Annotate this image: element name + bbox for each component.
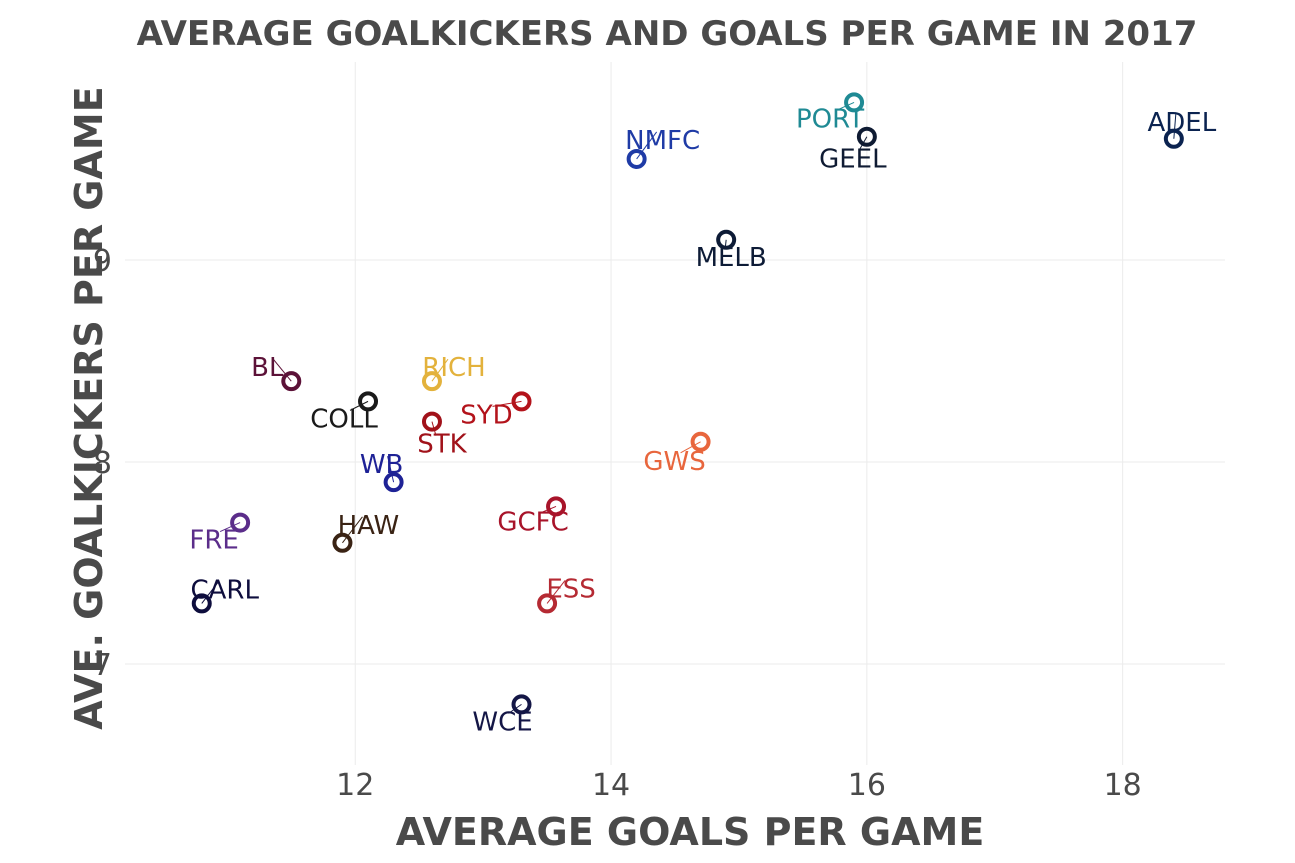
label-connector	[492, 400, 522, 407]
data-point	[421, 411, 442, 432]
point-label: PORT	[796, 104, 864, 134]
y-tick-label: 7	[93, 648, 112, 683]
data-point	[537, 593, 558, 614]
x-tick-label: 16	[848, 768, 886, 803]
point-label: GCFC	[497, 507, 568, 537]
x-tick-label: 12	[336, 768, 374, 803]
point-label: WB	[360, 450, 404, 480]
data-point	[511, 694, 532, 715]
point-label: GWS	[643, 447, 705, 477]
point-label: ADEL	[1147, 108, 1216, 138]
label-connector	[342, 516, 363, 544]
point-label: HAW	[338, 511, 400, 541]
data-point	[332, 532, 353, 553]
label-connector	[431, 358, 449, 382]
data-point	[511, 391, 532, 412]
data-point	[358, 391, 379, 412]
data-point	[844, 92, 865, 113]
grid-lines	[125, 62, 1225, 765]
point-label: STK	[417, 430, 467, 460]
data-points	[191, 92, 1184, 715]
label-connector	[636, 131, 658, 160]
label-connector	[201, 581, 220, 604]
point-label: COLL	[310, 404, 378, 434]
label-connector	[349, 400, 369, 411]
chart-title: AVERAGE GOALKICKERS AND GOALS PER GAME I…	[137, 14, 1198, 54]
point-label: NMFC	[625, 126, 700, 156]
label-connector	[431, 421, 437, 436]
data-point	[716, 229, 737, 250]
label-connector	[724, 239, 727, 249]
label-connector	[272, 358, 292, 382]
data-point	[546, 496, 567, 517]
label-connector	[546, 580, 566, 604]
label-connector	[1173, 113, 1177, 139]
label-connector	[219, 522, 241, 533]
point-label: CARL	[190, 575, 259, 605]
label-connector	[387, 456, 395, 483]
axis-ticks: 12 14 16 18 7 8 9	[93, 244, 1142, 803]
point-label: MELB	[696, 243, 767, 273]
y-tick-label: 8	[93, 446, 112, 481]
y-tick-label: 9	[93, 244, 112, 279]
data-point	[856, 126, 877, 147]
label-connector	[538, 505, 557, 514]
point-label: GEEL	[819, 145, 887, 175]
data-point	[281, 371, 302, 392]
data-point	[626, 148, 647, 169]
label-connector	[858, 136, 868, 151]
data-point	[1163, 128, 1184, 149]
point-label: SYD	[460, 400, 512, 430]
point-label: WCE	[472, 707, 532, 737]
y-axis-title: AVE. GOALKICKERS PER GAME	[67, 86, 111, 729]
data-point	[383, 472, 404, 493]
data-point	[191, 593, 212, 614]
data-point	[690, 431, 711, 452]
data-point	[421, 371, 442, 392]
x-axis-title: AVERAGE GOALS PER GAME	[396, 810, 985, 854]
x-tick-label: 18	[1104, 768, 1142, 803]
point-label: ESS	[546, 574, 595, 604]
label-connector	[508, 703, 522, 714]
data-point	[230, 512, 251, 533]
label-connector	[680, 441, 701, 454]
x-tick-label: 14	[592, 768, 630, 803]
point-label: FRE	[189, 526, 238, 556]
label-connector	[835, 101, 855, 111]
point-label: RICH	[422, 353, 485, 383]
point-label: BL	[251, 353, 284, 383]
